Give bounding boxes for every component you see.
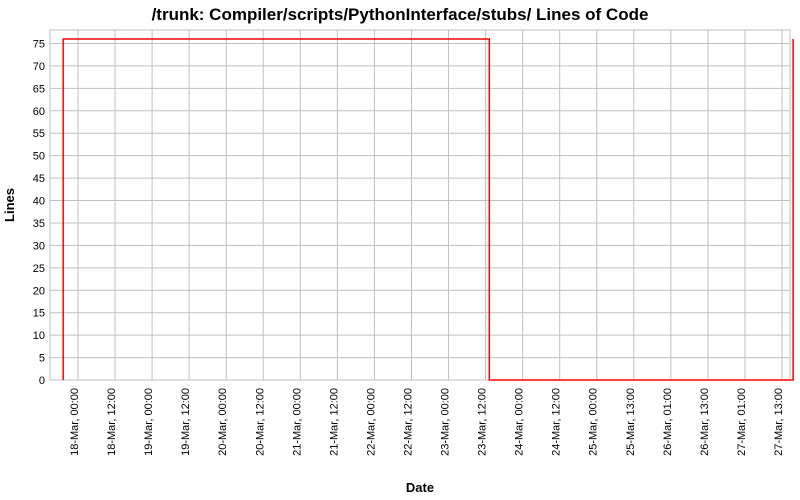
svg-text:30: 30 xyxy=(33,240,45,252)
svg-text:75: 75 xyxy=(33,38,45,50)
svg-text:5: 5 xyxy=(39,353,45,365)
y-axis-label: Lines xyxy=(2,188,17,222)
svg-text:25-Mar, 13:00: 25-Mar, 13:00 xyxy=(625,388,637,456)
svg-text:20-Mar, 12:00: 20-Mar, 12:00 xyxy=(254,388,266,456)
svg-text:24-Mar, 12:00: 24-Mar, 12:00 xyxy=(551,388,563,456)
svg-text:19-Mar, 00:00: 19-Mar, 00:00 xyxy=(143,388,155,456)
svg-text:40: 40 xyxy=(33,196,45,208)
svg-text:23-Mar, 12:00: 23-Mar, 12:00 xyxy=(477,388,489,456)
svg-text:18-Mar, 00:00: 18-Mar, 00:00 xyxy=(69,388,81,456)
svg-text:22-Mar, 00:00: 22-Mar, 00:00 xyxy=(365,388,377,456)
svg-text:22-Mar, 12:00: 22-Mar, 12:00 xyxy=(402,388,414,456)
svg-text:0: 0 xyxy=(39,375,45,387)
svg-text:27-Mar, 01:00: 27-Mar, 01:00 xyxy=(736,388,748,456)
svg-text:50: 50 xyxy=(33,151,45,163)
svg-text:25: 25 xyxy=(33,263,45,275)
svg-text:10: 10 xyxy=(33,330,45,342)
chart-title: /trunk: Compiler/scripts/PythonInterface… xyxy=(152,5,649,24)
svg-text:26-Mar, 13:00: 26-Mar, 13:00 xyxy=(699,388,711,456)
svg-text:15: 15 xyxy=(33,308,45,320)
svg-text:20-Mar, 00:00: 20-Mar, 00:00 xyxy=(217,388,229,456)
svg-text:20: 20 xyxy=(33,285,45,297)
svg-text:24-Mar, 00:00: 24-Mar, 00:00 xyxy=(514,388,526,456)
svg-text:23-Mar, 00:00: 23-Mar, 00:00 xyxy=(440,388,452,456)
svg-text:55: 55 xyxy=(33,128,45,140)
svg-text:25-Mar, 00:00: 25-Mar, 00:00 xyxy=(588,388,600,456)
svg-text:21-Mar, 00:00: 21-Mar, 00:00 xyxy=(291,388,303,456)
x-axis-label: Date xyxy=(406,480,434,495)
svg-text:27-Mar, 13:00: 27-Mar, 13:00 xyxy=(773,388,785,456)
svg-text:26-Mar, 01:00: 26-Mar, 01:00 xyxy=(662,388,674,456)
svg-text:70: 70 xyxy=(33,61,45,73)
svg-text:60: 60 xyxy=(33,106,45,118)
chart-svg: 0 5 10 15 20 25 30 35 40 45 50 55 60 65 70 75 18-Mar, 00… xyxy=(0,0,800,500)
svg-text:65: 65 xyxy=(33,83,45,95)
svg-text:35: 35 xyxy=(33,218,45,230)
loc-chart: 0 5 10 15 20 25 30 35 40 45 50 55 60 65 70 75 18-Mar, 00… xyxy=(0,0,800,500)
svg-text:45: 45 xyxy=(33,173,45,185)
svg-text:21-Mar, 12:00: 21-Mar, 12:00 xyxy=(328,388,340,456)
svg-text:19-Mar, 12:00: 19-Mar, 12:00 xyxy=(180,388,192,456)
svg-text:18-Mar, 12:00: 18-Mar, 12:00 xyxy=(106,388,118,456)
